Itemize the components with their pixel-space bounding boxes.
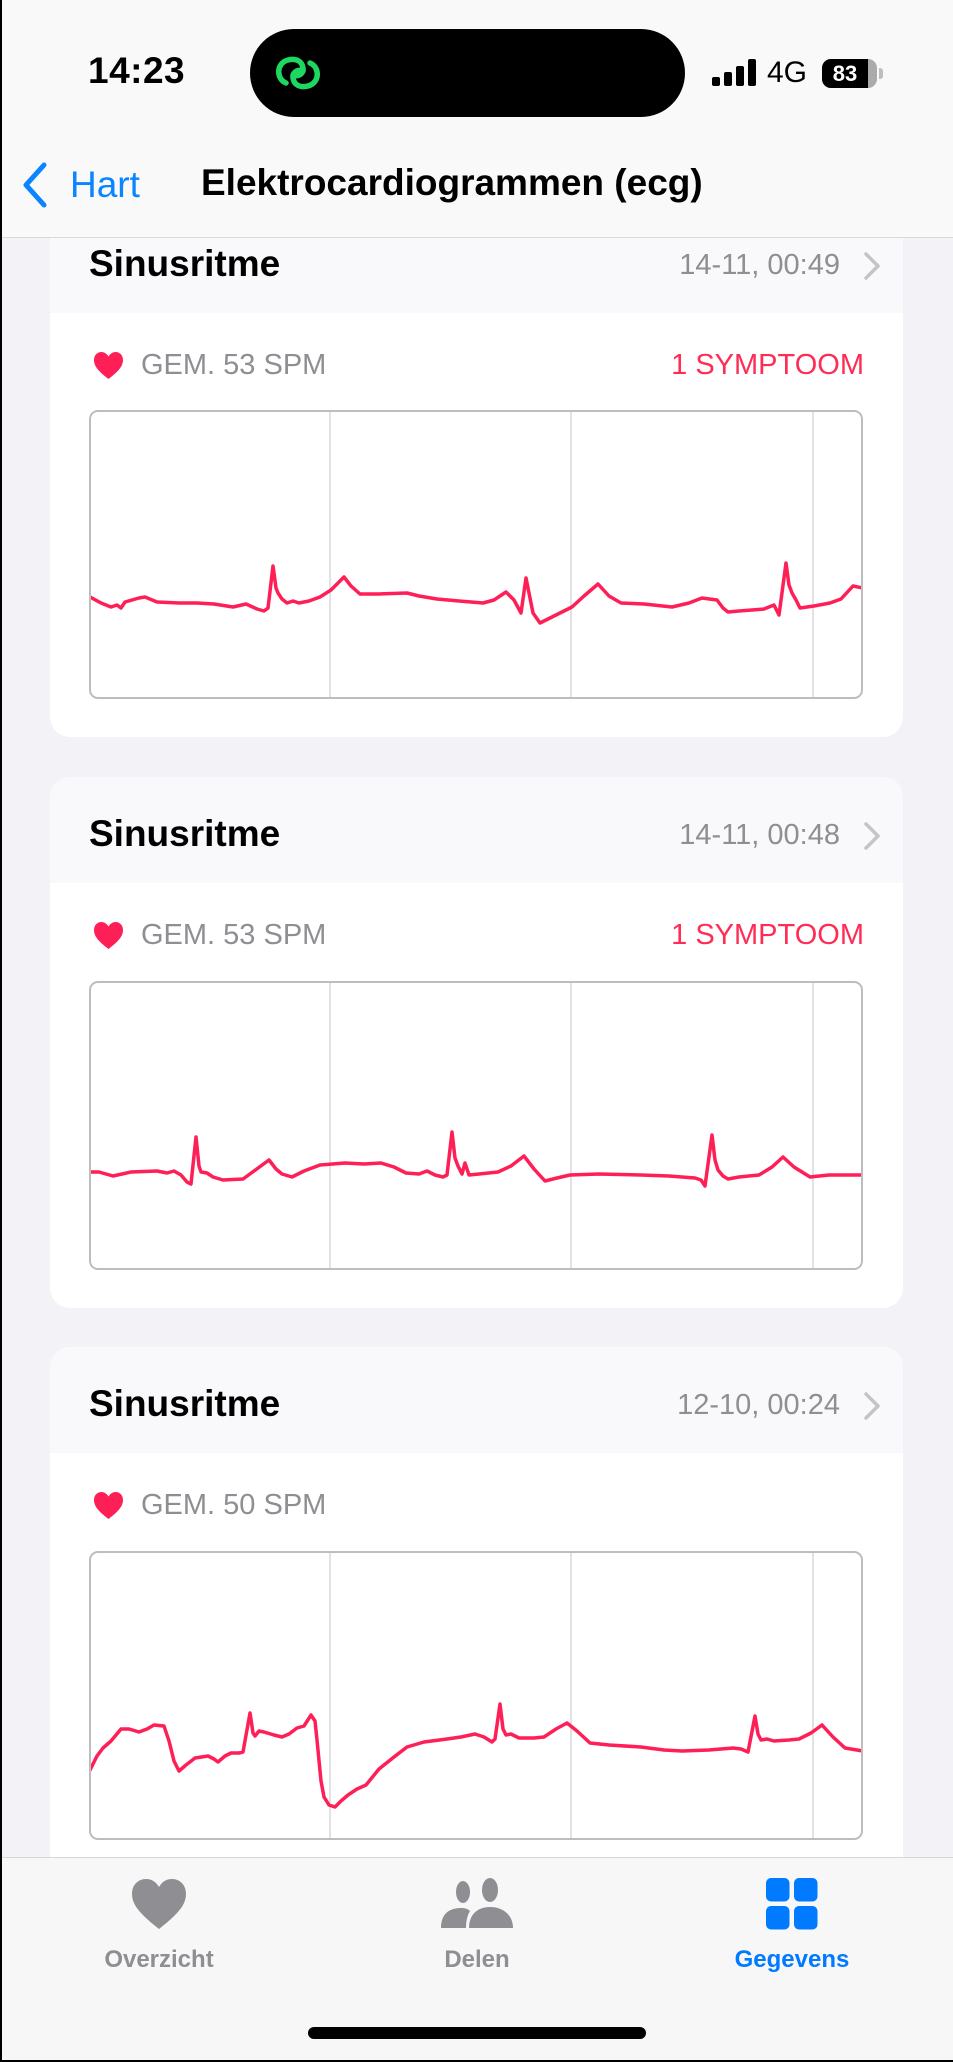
- ecg-chart: [89, 410, 863, 699]
- status-time: 14:23: [88, 50, 186, 91]
- grid-icon: [766, 1878, 818, 1930]
- dynamic-island[interactable]: [250, 29, 685, 117]
- tab-label: Overzicht: [104, 1946, 214, 1973]
- chevron-left-icon: [23, 162, 47, 208]
- average-heart-rate: GEM. 53 SPM: [141, 919, 327, 951]
- card-meta-row: GEM. 53 SPM 1 SYMPTOOM: [50, 313, 903, 411]
- battery-icon: 83: [822, 59, 877, 88]
- average-heart-rate: GEM. 53 SPM: [141, 349, 327, 381]
- ecg-trace: [91, 1553, 861, 1838]
- tab-delen[interactable]: Delen: [377, 1858, 577, 1998]
- heart-icon: [132, 1879, 186, 1929]
- back-label: Hart: [70, 164, 140, 205]
- tab-gegevens[interactable]: Gegevens: [692, 1858, 892, 1998]
- home-indicator[interactable]: [308, 2027, 646, 2039]
- top-bar: 14:23 4G 83 Hart Elektrocardiogrammen (e…: [0, 0, 953, 238]
- heart-icon: [94, 352, 123, 379]
- rhythm-classification: Sinusritme: [89, 243, 281, 284]
- ecg-chart: [89, 1551, 863, 1840]
- ecg-recording-card[interactable]: Sinusritme 14-11, 00:49 GEM. 53 SPM 1 SY…: [50, 207, 903, 737]
- chevron-right-icon: [864, 1392, 880, 1420]
- back-button[interactable]: Hart: [22, 158, 140, 212]
- heart-icon: [94, 922, 123, 949]
- card-header[interactable]: Sinusritme 14-11, 00:48: [50, 777, 903, 883]
- battery-level: 83: [832, 61, 858, 86]
- tab-label: Delen: [444, 1946, 510, 1973]
- recording-date: 14-11, 00:49: [679, 249, 840, 281]
- ecg-trace: [91, 983, 861, 1268]
- card-header[interactable]: Sinusritme 12-10, 00:24: [50, 1347, 903, 1453]
- signal-strength-icon: [712, 58, 758, 86]
- symptom-count[interactable]: 1 SYMPTOOM: [671, 919, 864, 951]
- people-icon: [441, 1878, 513, 1928]
- average-heart-rate: GEM. 50 SPM: [141, 1489, 327, 1521]
- tab-label: Gegevens: [734, 1946, 850, 1973]
- rhythm-classification: Sinusritme: [89, 813, 281, 854]
- recording-date: 12-10, 00:24: [677, 1389, 840, 1421]
- ecg-trace: [91, 412, 861, 697]
- card-meta-row: GEM. 50 SPM: [50, 1453, 903, 1551]
- ecg-recording-card[interactable]: Sinusritme 14-11, 00:48 GEM. 53 SPM 1 SY…: [50, 777, 903, 1308]
- tab-overzicht[interactable]: Overzicht: [59, 1858, 259, 1998]
- recording-date: 14-11, 00:48: [679, 819, 840, 851]
- ecg-recording-card[interactable]: Sinusritme 12-10, 00:24 GEM. 50 SPM: [50, 1347, 903, 1887]
- link-icon: [276, 56, 320, 90]
- ecg-chart: [89, 981, 863, 1270]
- battery-tip: [879, 68, 883, 79]
- card-meta-row: GEM. 53 SPM 1 SYMPTOOM: [50, 883, 903, 981]
- rhythm-classification: Sinusritme: [89, 1383, 281, 1424]
- heart-icon: [94, 1492, 123, 1519]
- symptom-count[interactable]: 1 SYMPTOOM: [671, 349, 864, 381]
- chevron-right-icon: [864, 822, 880, 850]
- chevron-right-icon: [864, 252, 880, 280]
- network-type: 4G: [767, 56, 808, 89]
- page-title: Elektrocardiogrammen (ecg): [201, 162, 703, 203]
